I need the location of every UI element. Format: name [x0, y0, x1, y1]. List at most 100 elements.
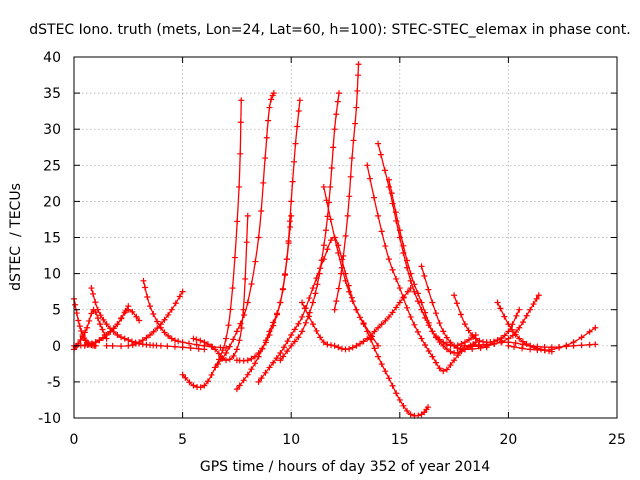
data-point: [287, 224, 294, 231]
data-point: [280, 353, 287, 360]
series-sat-20: [375, 140, 479, 349]
data-point: [465, 327, 472, 334]
data-point: [270, 90, 277, 97]
data-point: [260, 179, 267, 186]
data-point: [354, 87, 361, 94]
data-point: [389, 309, 396, 316]
data-point: [367, 332, 374, 339]
x-tick-label: 5: [178, 432, 187, 448]
data-point: [316, 270, 323, 277]
data-point: [230, 336, 237, 343]
data-point: [215, 350, 222, 357]
data-point: [490, 340, 497, 347]
data-point: [176, 293, 183, 300]
data-point: [381, 167, 388, 174]
data-point: [238, 325, 245, 332]
data-point: [324, 341, 331, 348]
data-point: [527, 306, 534, 313]
data-point: [425, 404, 432, 411]
data-point: [266, 331, 273, 338]
data-point: [364, 162, 371, 169]
data-point: [280, 344, 287, 351]
data-point: [346, 345, 353, 352]
data-point: [299, 328, 306, 335]
data-point: [231, 254, 238, 261]
data-point: [578, 342, 585, 349]
data-point: [288, 331, 295, 338]
data-point: [262, 155, 269, 162]
data-point: [78, 327, 85, 334]
data-point: [288, 198, 295, 205]
x-tick-label: 20: [499, 432, 517, 448]
series-line: [464, 294, 540, 347]
data-point: [407, 313, 414, 320]
data-point: [168, 306, 175, 313]
data-point: [179, 339, 186, 346]
y-tick-label: 35: [43, 86, 61, 102]
series-line: [333, 63, 360, 311]
data-point: [182, 374, 189, 381]
data-point: [516, 324, 523, 331]
data-point: [353, 104, 360, 111]
data-point: [147, 331, 154, 338]
data-point: [472, 335, 479, 342]
data-point: [447, 362, 454, 369]
tick-labels: 0 5 10 15 20 25 -10 -5 0 5 10 15 20 25 30 35 40: [38, 50, 626, 448]
data-point: [375, 212, 382, 219]
data-point: [312, 290, 319, 297]
data-point: [516, 335, 523, 342]
data-point: [266, 364, 273, 371]
data-point: [393, 304, 400, 311]
data-point: [302, 319, 309, 326]
data-point: [179, 344, 186, 351]
data-point: [255, 378, 262, 385]
data-point: [396, 234, 403, 241]
data-point: [382, 368, 389, 375]
data-point: [103, 331, 110, 338]
data-point: [268, 96, 275, 103]
data-point: [458, 340, 465, 347]
data-point: [501, 313, 508, 320]
data-point: [94, 315, 101, 322]
chart-title: dSTEC Iono. truth (mets, Lon=24, Lat=60,…: [29, 22, 630, 38]
data-point: [407, 411, 414, 418]
data-point: [421, 273, 428, 280]
data-point: [505, 339, 512, 346]
data-point: [389, 382, 396, 389]
data-point: [255, 350, 262, 357]
data-point: [530, 301, 537, 308]
data-point: [212, 364, 219, 371]
data-point: [150, 328, 157, 335]
data-point: [509, 326, 516, 333]
data-point: [404, 304, 411, 311]
data-point: [355, 61, 362, 68]
data-point: [422, 314, 429, 321]
data-point: [501, 332, 508, 339]
data-point: [331, 234, 338, 241]
data-point: [132, 340, 139, 347]
data-point: [248, 366, 255, 373]
series-sat-12: [233, 212, 295, 364]
data-point: [364, 335, 371, 342]
data-point: [79, 333, 86, 340]
data-point: [436, 365, 443, 372]
data-point: [511, 343, 518, 350]
data-point: [407, 277, 414, 284]
data-point: [467, 342, 474, 349]
data-point: [475, 341, 482, 348]
data-point: [193, 341, 200, 348]
data-point: [519, 341, 526, 348]
data-point: [236, 382, 243, 389]
data-point: [541, 344, 548, 351]
series-line: [181, 99, 242, 388]
data-point: [586, 341, 593, 348]
data-point: [393, 390, 400, 397]
data-point: [393, 275, 400, 282]
data-point: [103, 321, 110, 328]
data-point: [328, 164, 335, 171]
data-point: [288, 342, 295, 349]
data-point: [382, 317, 389, 324]
y-tick-label: -10: [38, 411, 61, 427]
y-tick-label: 10: [43, 267, 61, 283]
